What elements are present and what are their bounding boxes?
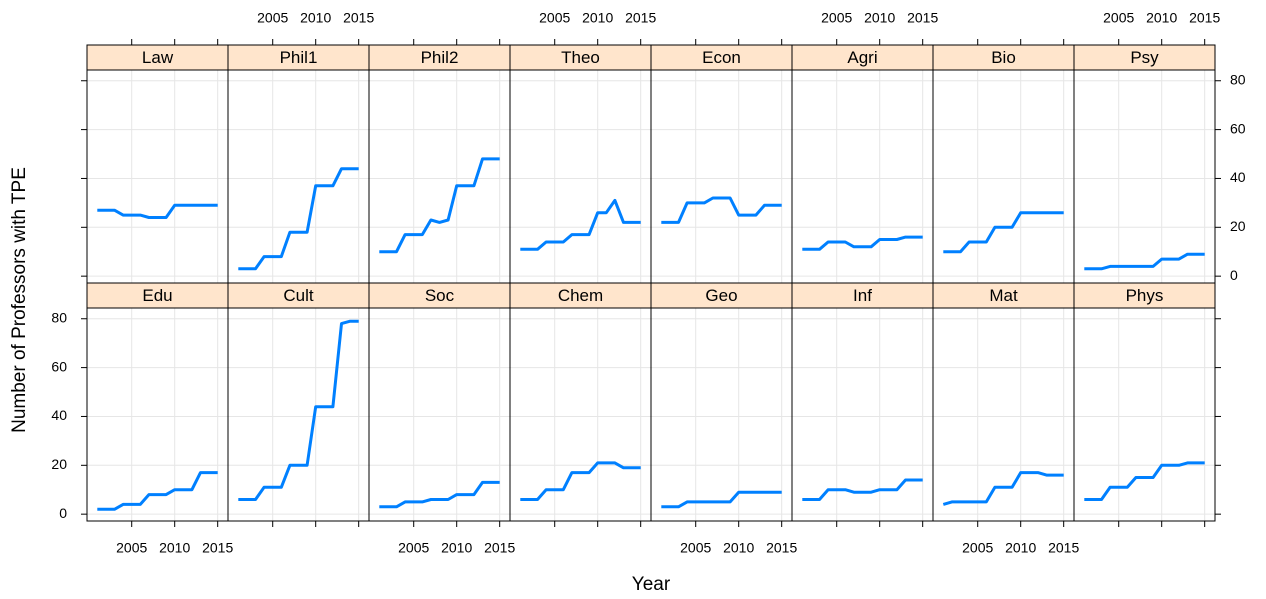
strip-label: Phil2 [421, 48, 459, 67]
x-tick-label: 2010 [723, 540, 754, 556]
data-line [802, 478, 923, 501]
x-tick-label: 2010 [582, 10, 613, 26]
strip-label: Chem [558, 286, 603, 305]
panel-frame [650, 307, 793, 522]
x-tick-label: 2010 [441, 540, 472, 556]
x-tick-label: 2015 [202, 540, 233, 556]
strip-label: Econ [702, 48, 741, 67]
strip [368, 44, 511, 71]
strip-label: Geo [705, 286, 737, 305]
y-tick-label: 0 [1230, 267, 1238, 283]
strip [86, 44, 229, 71]
data-line [943, 211, 1064, 254]
strip-label: Edu [142, 286, 172, 305]
strip-label: Mat [989, 286, 1018, 305]
strip [932, 44, 1075, 71]
x-tick-label: 2005 [398, 540, 429, 556]
strip [227, 282, 370, 309]
strip-label: Agri [847, 48, 877, 67]
strip [86, 282, 229, 309]
strip [1073, 44, 1216, 71]
data-line [379, 480, 500, 509]
panel-frame [509, 307, 652, 522]
panel-frame [932, 307, 1075, 522]
x-tick-label: 2015 [625, 10, 656, 26]
y-tick-label: 40 [51, 407, 67, 423]
panel-frame [509, 69, 652, 284]
y-tick-label: 20 [51, 456, 67, 472]
data-line [97, 203, 218, 219]
panel-frame [227, 307, 370, 522]
panel-frame [791, 69, 934, 284]
strip-label: Theo [561, 48, 600, 67]
y-axis-title: Number of Professors with TPE [9, 167, 30, 433]
x-tick-label: 2010 [1146, 10, 1177, 26]
x-tick-label: 2005 [1103, 10, 1134, 26]
x-tick-label: 2005 [962, 540, 993, 556]
x-tick-label: 2015 [343, 10, 374, 26]
data-line [97, 471, 218, 511]
y-tick-label: 80 [51, 309, 67, 325]
y-tick-label: 0 [59, 505, 67, 521]
strip [368, 282, 511, 309]
x-tick-label: 2010 [864, 10, 895, 26]
panel-frame [650, 69, 793, 284]
strip-label: Law [142, 48, 174, 67]
data-line [238, 167, 359, 271]
data-line [942, 471, 1064, 506]
strip [227, 44, 370, 71]
panel-frame [791, 307, 934, 522]
data-line [379, 157, 500, 254]
x-tick-label: 2005 [257, 10, 288, 26]
y-tick-label: 80 [1230, 71, 1246, 87]
panel-frame [1073, 69, 1216, 284]
y-tick-label: 40 [1230, 169, 1246, 185]
data-line [1084, 252, 1205, 271]
x-tick-label: 2005 [116, 540, 147, 556]
panel-frame [1073, 307, 1216, 522]
x-tick-label: 2005 [539, 10, 570, 26]
strip-label: Soc [425, 286, 455, 305]
x-axis-title: Year [632, 574, 671, 595]
strip-label: Psy [1130, 48, 1159, 67]
panel-frame [86, 307, 229, 522]
data-line [661, 490, 782, 509]
data-line [661, 196, 782, 224]
panel-frame [227, 69, 370, 284]
y-tick-label: 20 [1230, 218, 1246, 234]
strip-label: Cult [283, 286, 314, 305]
strip [932, 282, 1075, 309]
strip [791, 44, 934, 71]
y-tick-label: 60 [51, 358, 67, 374]
x-tick-label: 2010 [300, 10, 331, 26]
y-tick-label: 60 [1230, 120, 1246, 136]
strip [509, 44, 652, 71]
x-tick-label: 2015 [1048, 540, 1079, 556]
x-tick-label: 2005 [821, 10, 852, 26]
panel-frame [86, 69, 229, 284]
strip-label: Inf [853, 286, 872, 305]
strip-label: Phys [1126, 286, 1164, 305]
x-tick-label: 2015 [484, 540, 515, 556]
x-tick-label: 2015 [907, 10, 938, 26]
data-line [1084, 461, 1205, 501]
x-tick-label: 2010 [159, 540, 190, 556]
panel-frame [368, 307, 511, 522]
data-line [520, 461, 641, 501]
strip [509, 282, 652, 309]
x-tick-label: 2005 [680, 540, 711, 556]
data-line [238, 319, 359, 501]
strip-label: Bio [991, 48, 1016, 67]
data-line [520, 198, 641, 251]
x-tick-label: 2010 [1005, 540, 1036, 556]
strip-label: Phil1 [280, 48, 318, 67]
data-line [802, 235, 923, 251]
x-tick-label: 2015 [1189, 10, 1220, 26]
x-tick-label: 2015 [766, 540, 797, 556]
